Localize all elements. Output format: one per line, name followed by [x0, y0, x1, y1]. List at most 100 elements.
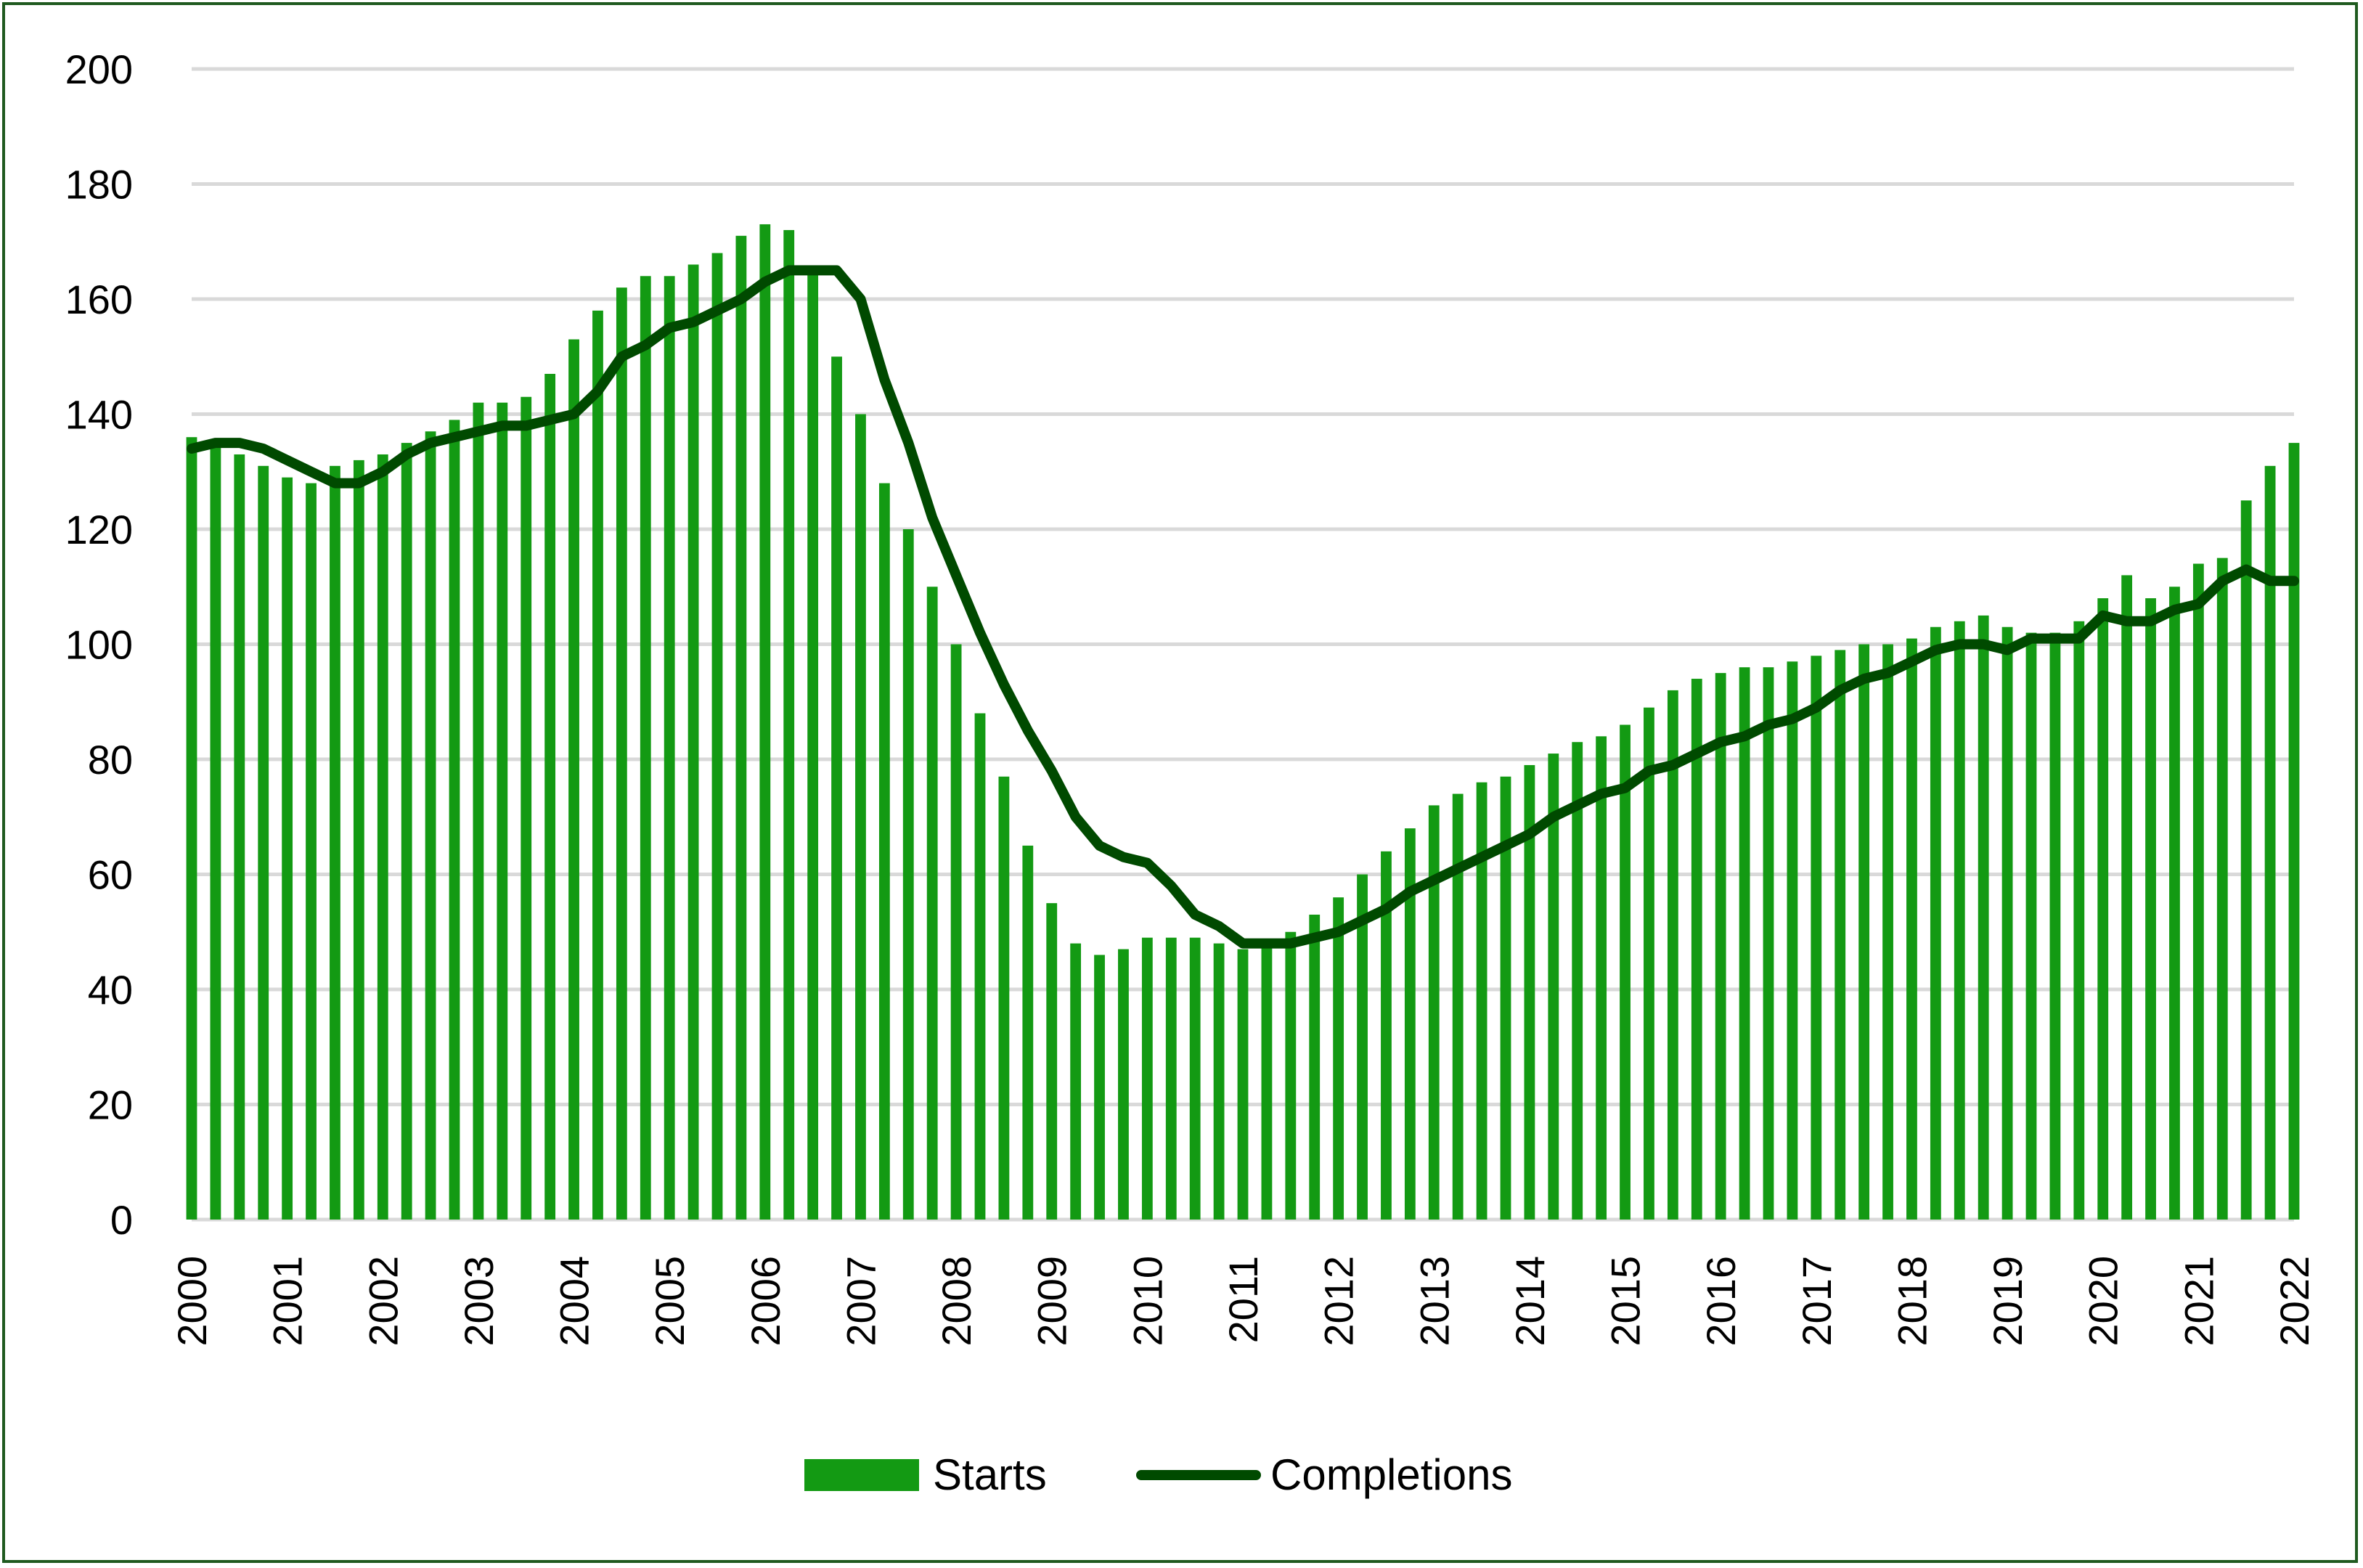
starts-bar	[1118, 949, 1129, 1220]
x-tick-label: 2020	[2081, 1256, 2126, 1347]
starts-bar	[282, 477, 293, 1220]
y-tick-label: 200	[65, 46, 133, 92]
starts-bar	[831, 356, 842, 1220]
starts-bar	[1715, 673, 1726, 1220]
starts-bar	[1596, 736, 1607, 1220]
x-tick-label: 2012	[1316, 1256, 1362, 1347]
x-tick-label: 2000	[169, 1256, 215, 1347]
starts-bar	[1763, 667, 1774, 1220]
starts-bar	[2001, 626, 2013, 1220]
starts-bar	[998, 776, 1010, 1220]
x-tick-label: 2017	[1794, 1256, 1840, 1347]
starts-bar	[1141, 937, 1153, 1220]
starts-bar	[1858, 644, 1870, 1220]
starts-bar	[878, 483, 890, 1220]
starts-bar	[449, 420, 460, 1220]
starts-bar	[330, 465, 340, 1220]
starts-bar	[1213, 943, 1225, 1220]
starts-bar	[521, 396, 532, 1220]
starts-bar	[711, 253, 723, 1220]
starts-bar	[425, 431, 436, 1220]
starts-bar	[1189, 937, 1201, 1220]
starts-bar	[2073, 621, 2085, 1220]
y-tick-label: 0	[110, 1197, 133, 1243]
starts-bar	[497, 402, 508, 1220]
starts-bar	[1094, 955, 1105, 1220]
starts-bar	[2264, 465, 2276, 1220]
x-tick-label: 2022	[2272, 1256, 2317, 1347]
starts-bar	[974, 713, 986, 1220]
starts-bar	[377, 454, 388, 1220]
legend: Starts Completions	[804, 1450, 1513, 1499]
starts-bar	[2145, 598, 2156, 1220]
starts-bar	[640, 276, 651, 1220]
starts-bar	[1787, 661, 1798, 1220]
x-axis-ticks: 2000 2001 2002 2003 2004 2005 2006 2007 2008 2009…	[169, 1256, 2317, 1347]
starts-bar	[1906, 638, 1917, 1220]
starts-bar	[855, 414, 866, 1220]
x-tick-label: 2011	[1220, 1256, 1266, 1343]
starts-bar	[353, 460, 364, 1220]
gridlines	[192, 67, 2294, 1222]
starts-bar	[258, 465, 269, 1220]
starts-bar	[1333, 897, 1344, 1220]
starts-bar	[1835, 650, 1846, 1220]
starts-bar	[1285, 931, 1297, 1220]
starts-bar	[902, 529, 914, 1220]
x-tick-label: 2005	[647, 1256, 693, 1347]
x-tick-label: 2019	[1985, 1256, 2031, 1347]
x-tick-label: 2008	[934, 1256, 979, 1347]
starts-bar	[2288, 443, 2300, 1220]
legend-completions-label: Completions	[1270, 1450, 1513, 1499]
starts-bar	[473, 402, 484, 1220]
starts-bar	[568, 339, 579, 1220]
starts-bar	[2049, 632, 2061, 1220]
x-tick-label: 2007	[838, 1256, 883, 1347]
starts-bar	[1046, 903, 1058, 1220]
starts-bar	[234, 454, 245, 1220]
legend-starts-label: Starts	[933, 1450, 1047, 1499]
y-tick-label: 40	[88, 967, 133, 1013]
x-tick-label: 2004	[552, 1256, 597, 1347]
starts-bar	[2025, 632, 2037, 1220]
y-tick-label: 120	[65, 507, 133, 552]
starts-bar	[2169, 587, 2180, 1220]
starts-bar	[1357, 874, 1368, 1220]
starts-bar	[1548, 754, 1559, 1220]
starts-bar	[1739, 667, 1750, 1220]
starts-bar	[544, 374, 556, 1220]
starts-bar	[1476, 782, 1487, 1220]
starts-bar	[1620, 724, 1631, 1220]
starts-bar	[2240, 500, 2252, 1220]
y-tick-label: 160	[65, 277, 133, 322]
starts-bar	[616, 287, 627, 1220]
starts-bar	[1930, 626, 1941, 1220]
starts-bar	[1309, 914, 1321, 1220]
x-tick-label: 2015	[1603, 1256, 1649, 1347]
starts-bar	[1381, 851, 1392, 1220]
x-tick-label: 2003	[456, 1256, 502, 1347]
starts-bar	[186, 437, 197, 1220]
x-tick-label: 2002	[360, 1256, 406, 1347]
starts-bar	[1691, 679, 1702, 1220]
starts-bar	[1261, 943, 1273, 1220]
x-tick-label: 2016	[1698, 1256, 1744, 1347]
starts-bar	[592, 310, 603, 1220]
starts-bar	[1500, 776, 1511, 1220]
starts-bar	[1524, 764, 1535, 1220]
x-tick-label: 2018	[1889, 1256, 1935, 1347]
starts-bar	[2216, 558, 2228, 1220]
y-tick-label: 80	[88, 737, 133, 783]
starts-bar	[306, 483, 317, 1220]
starts-bar	[664, 276, 675, 1220]
starts-bar	[1452, 793, 1464, 1220]
starts-bar	[687, 264, 699, 1220]
starts-bar	[2121, 575, 2133, 1220]
starts-bar	[1404, 828, 1416, 1220]
starts-bar	[2192, 563, 2204, 1220]
starts-bar	[1811, 656, 1822, 1220]
y-tick-label: 100	[65, 622, 133, 668]
y-tick-label: 60	[88, 852, 133, 898]
starts-bar	[210, 443, 221, 1220]
